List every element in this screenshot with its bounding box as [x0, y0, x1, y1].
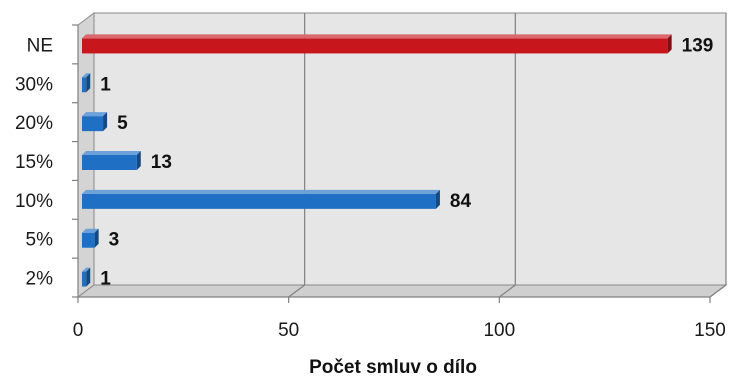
bar-end [136, 151, 141, 170]
bar-end [435, 189, 440, 209]
gridline-floor [288, 284, 306, 298]
y-tick-label: 5% [26, 230, 54, 251]
x-tick-label: 150 [694, 320, 726, 341]
plot-floor [76, 284, 728, 298]
bar-end [86, 73, 91, 93]
y-tick-label: 15% [15, 152, 53, 173]
bar-front [82, 193, 436, 209]
bar-top [82, 73, 91, 78]
bar-front [82, 38, 668, 54]
y-tick-label: 2% [26, 269, 54, 290]
value-label: 84 [450, 191, 472, 212]
bar-top [82, 228, 99, 233]
x-tick-label: 0 [73, 320, 84, 341]
value-label: 139 [682, 35, 714, 56]
value-label: 3 [109, 230, 120, 251]
x-tick-label: 50 [278, 320, 299, 341]
bar-front [82, 77, 87, 93]
bar-end [86, 267, 91, 287]
bar-top [82, 151, 141, 155]
bar [82, 228, 99, 248]
bar [82, 267, 91, 287]
value-label: 5 [117, 113, 128, 134]
value-label: 13 [151, 152, 172, 173]
gridlines [288, 13, 727, 298]
y-tick-label: 30% [15, 74, 53, 95]
bar-end [667, 34, 672, 54]
bar [82, 34, 672, 54]
x-tick-label: 100 [483, 320, 515, 341]
bar [82, 151, 141, 170]
x-axis-title: Počet smluv o dílo [309, 357, 477, 378]
bar-front [82, 232, 95, 248]
bar [82, 112, 108, 132]
y-tick-label: 20% [15, 113, 53, 134]
bar-front [82, 155, 137, 170]
bar-front [82, 271, 87, 287]
y-tick-label: NE [27, 35, 53, 56]
bar [82, 189, 440, 209]
y-tick-labels: 2% 5% 10% 15% 20% 30% NE [15, 35, 53, 289]
bar-top [82, 267, 91, 272]
axes [72, 24, 711, 303]
bars [82, 34, 672, 287]
bar [82, 73, 91, 93]
bar-top [82, 189, 440, 194]
bar-end [94, 228, 99, 248]
gridline-floor [709, 284, 727, 298]
y-tick-label: 10% [15, 191, 53, 212]
gridline-floor [498, 284, 516, 298]
x-tick-labels: 0 50 100 150 [73, 320, 726, 341]
bar-front [82, 116, 104, 132]
bar-top [82, 34, 672, 39]
bar-top [82, 112, 108, 117]
value-label: 1 [100, 74, 111, 95]
value-label: 1 [100, 269, 111, 290]
bar-end [103, 112, 108, 132]
plot-back-wall [93, 12, 727, 286]
